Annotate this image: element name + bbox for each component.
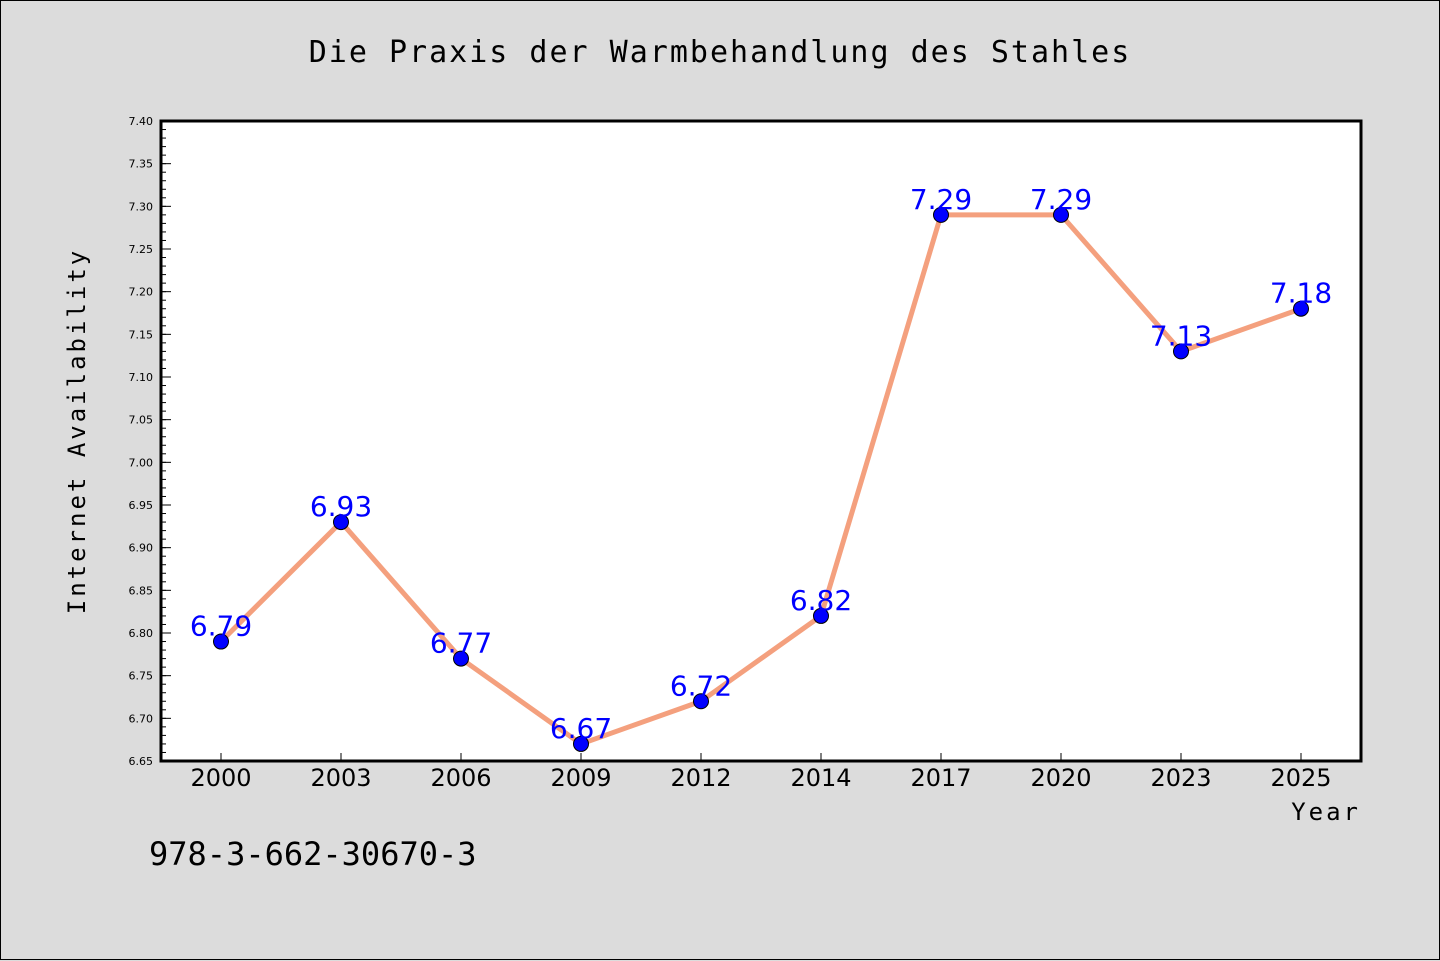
- data-point: [1293, 300, 1309, 317]
- data-label: 7.29: [1030, 183, 1092, 216]
- x-tick-label: 2003: [310, 764, 371, 792]
- data-point: [933, 206, 949, 223]
- data-label: 6.82: [790, 584, 852, 617]
- x-axis-title: Year: [1291, 798, 1361, 826]
- y-tick-label: 6.90: [129, 542, 154, 555]
- y-tick-label: 6.80: [129, 627, 154, 640]
- x-tick-label: 2014: [790, 764, 851, 792]
- y-tick-label: 6.95: [129, 499, 154, 512]
- data-label: 6.93: [310, 490, 372, 523]
- data-label: 6.67: [550, 712, 612, 745]
- chart-title: Die Praxis der Warmbehandlung des Stahle…: [308, 35, 1132, 70]
- data-point: [573, 735, 589, 752]
- y-tick-label: 7.10: [129, 371, 154, 384]
- y-tick-label: 6.65: [129, 755, 154, 768]
- x-tick-label: 2020: [1030, 764, 1091, 792]
- y-tick-label: 7.05: [129, 414, 154, 427]
- x-tick-label: 2009: [550, 764, 611, 792]
- y-tick-label: 6.85: [129, 584, 154, 597]
- x-tick-label: 2023: [1150, 764, 1211, 792]
- y-tick-label: 6.75: [129, 670, 154, 683]
- data-point: [213, 633, 229, 650]
- y-tick-label: 7.35: [129, 158, 154, 171]
- data-point: [1173, 343, 1189, 360]
- y-tick-label: 7.25: [129, 243, 154, 256]
- data-label: 6.79: [190, 610, 252, 643]
- x-tick-label: 2000: [190, 764, 251, 792]
- data-point: [453, 650, 469, 667]
- series-line: [219, 212, 1302, 747]
- y-tick-label: 7.40: [129, 115, 154, 128]
- plot-area: [159, 119, 1363, 763]
- y-tick-label: 7.00: [129, 456, 154, 469]
- y-tick-label: 6.70: [129, 712, 154, 725]
- y-tick-label: 7.20: [129, 286, 154, 299]
- isbn-annotation: 978-3-662-30670-3: [149, 835, 477, 873]
- x-tick-label: 2025: [1270, 764, 1331, 792]
- y-tick-label: 7.15: [129, 328, 154, 341]
- data-label: 7.29: [910, 183, 972, 216]
- x-tick-label: 2006: [430, 764, 491, 792]
- x-tick-label: 2017: [910, 764, 971, 792]
- data-label: 6.77: [430, 627, 492, 660]
- data-point: [333, 514, 349, 531]
- data-point: [1053, 206, 1069, 223]
- data-label: 6.72: [670, 669, 732, 702]
- x-tick-label: 2012: [670, 764, 731, 792]
- y-axis-title: Internet Availability: [63, 248, 91, 614]
- data-point: [693, 693, 709, 710]
- data-label: 7.13: [1150, 319, 1212, 352]
- data-label: 7.18: [1270, 277, 1332, 310]
- data-point: [813, 607, 829, 624]
- y-tick-label: 7.30: [129, 200, 154, 213]
